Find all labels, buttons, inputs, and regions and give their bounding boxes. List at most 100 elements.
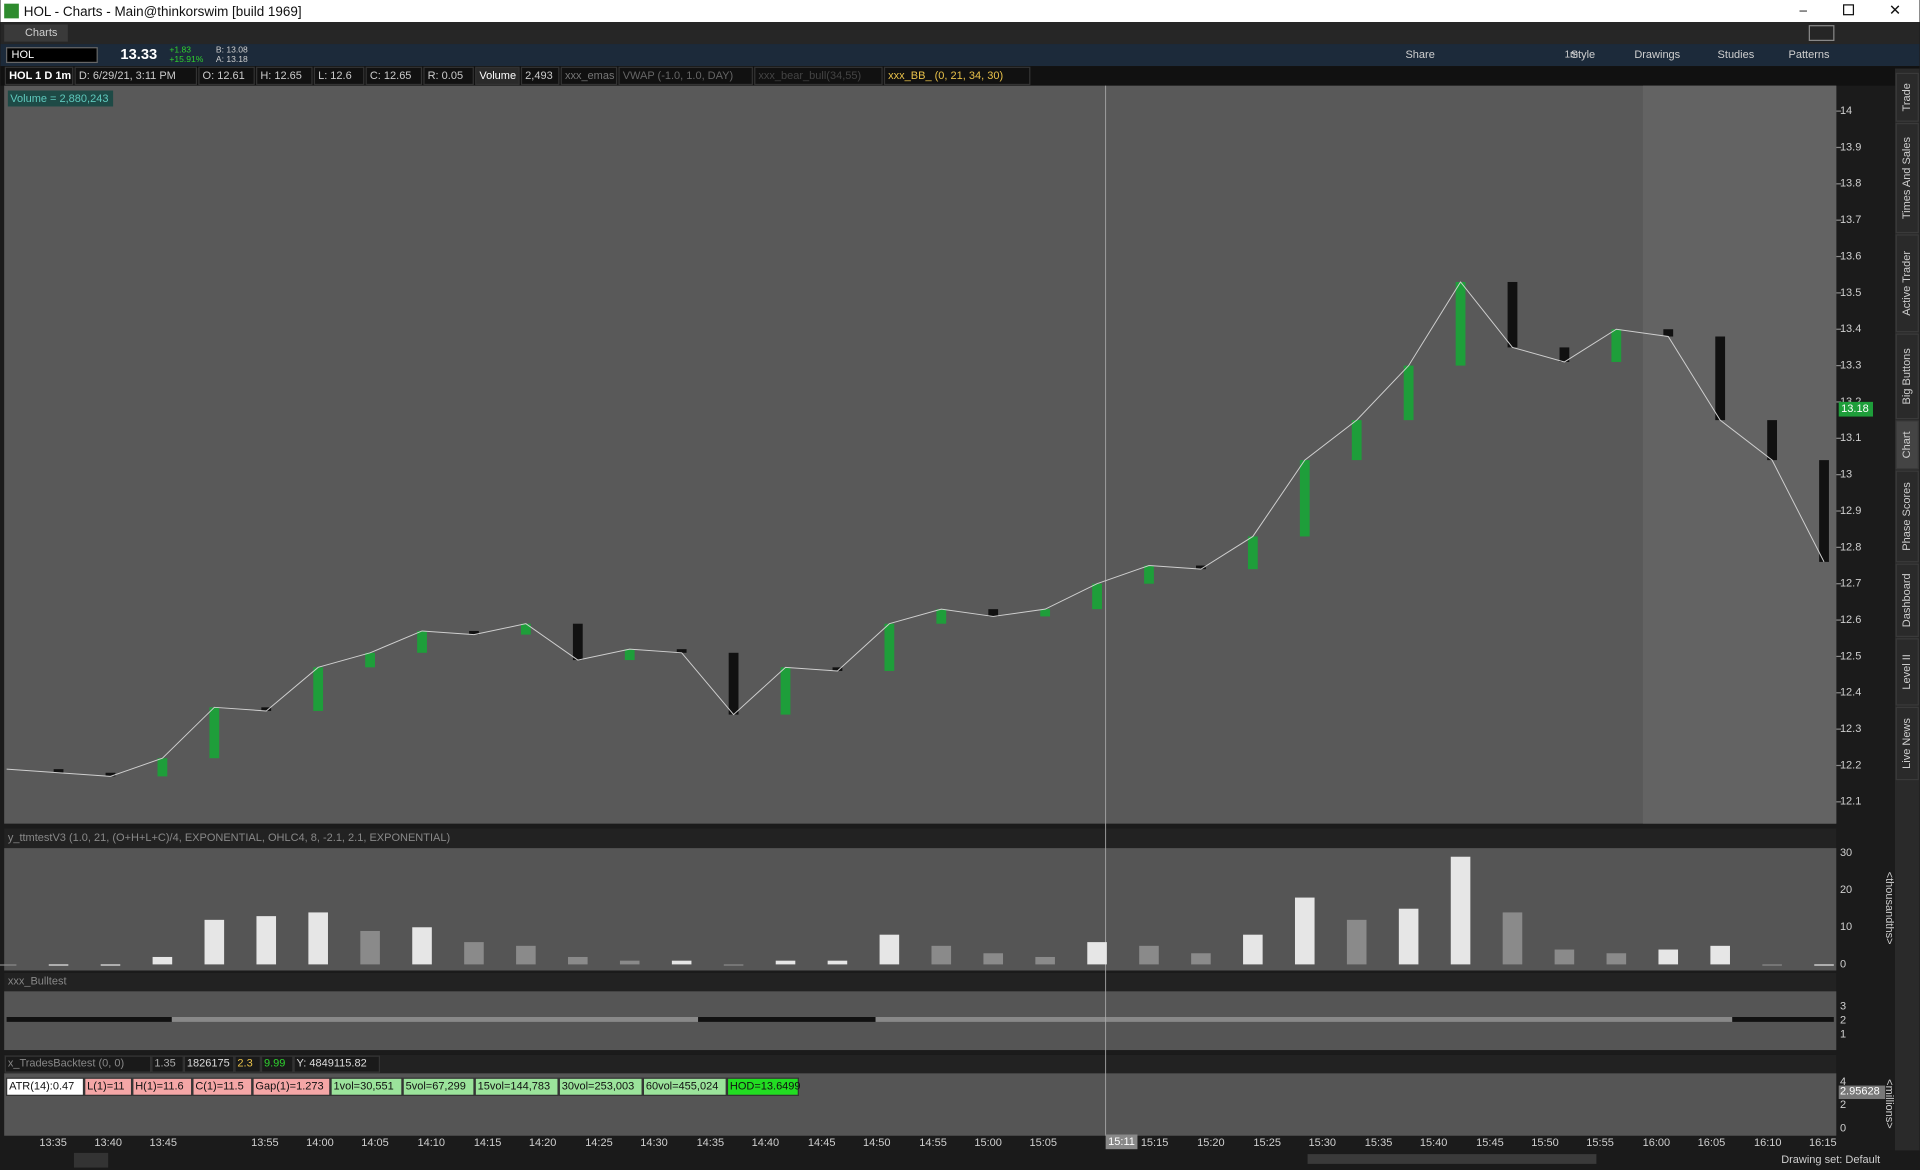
price-pane [4, 85, 1837, 824]
x-tick-label: 14:40 [752, 1137, 780, 1149]
y-tick-label: 0 [1840, 958, 1846, 970]
x-tick-label: 15:50 [1531, 1137, 1559, 1149]
candle [676, 649, 687, 653]
y-tick-label: 12.8 [1840, 541, 1861, 553]
histogram-bar [100, 964, 121, 966]
side-tab-label: Dashboard [1901, 573, 1913, 627]
charts-tab[interactable] [4, 24, 68, 42]
study-field: 2.3 [237, 1057, 252, 1069]
candle [1663, 329, 1674, 337]
header-field: 2,493 [525, 70, 553, 82]
candle [780, 667, 791, 715]
side-tab[interactable] [1895, 638, 1919, 706]
x-tick-label: 15:25 [1253, 1137, 1281, 1149]
x-tick-label: 13:40 [94, 1137, 122, 1149]
x-tick-label: 14:25 [585, 1137, 613, 1149]
y-tick-label: 12.4 [1840, 687, 1861, 699]
side-tab[interactable] [1895, 234, 1919, 333]
candle [1611, 329, 1622, 362]
histogram-bar [1087, 942, 1107, 965]
side-tab[interactable] [1895, 563, 1919, 638]
histogram-bar [1762, 964, 1782, 966]
toolbar-button[interactable]: Studies [1718, 49, 1755, 61]
x-tick-label: 14:15 [474, 1137, 502, 1149]
side-tab[interactable] [1895, 122, 1919, 234]
toolbar-button[interactable]: Drawings [1634, 49, 1680, 61]
candle [1092, 583, 1102, 610]
label-box-text: Gap(1)=1.273 [255, 1081, 323, 1093]
symbol: HOL [12, 49, 35, 61]
study-field-cell [183, 1055, 235, 1073]
header-cell [4, 66, 74, 86]
toolbar-button[interactable]: Style [1571, 49, 1595, 61]
x-tick-label: 15:15 [1141, 1137, 1169, 1149]
side-tab[interactable] [1895, 72, 1919, 122]
y-tick-label: 12.2 [1840, 759, 1861, 771]
chart-layer: Share Style Drawings Studies Patterns HOL 1 D… [0, 49, 1919, 1150]
timeframe[interactable]: 1m [1565, 50, 1579, 61]
label-box [330, 1077, 403, 1096]
status-bar [0, 1150, 1920, 1170]
current-price: 13.18 [1841, 403, 1869, 415]
study-field-cell [260, 1055, 294, 1073]
y-tick-label: 12.3 [1840, 723, 1861, 735]
scroll-button[interactable] [73, 1152, 109, 1168]
scrollbar[interactable] [1307, 1154, 1597, 1164]
y-tick-label: 12.9 [1840, 505, 1861, 517]
histogram-bar [879, 934, 900, 965]
header-cell [475, 66, 520, 86]
layout-button[interactable] [1808, 25, 1835, 41]
study2-header [4, 972, 1837, 992]
header-cell [883, 66, 1031, 86]
histogram-bar [1554, 949, 1575, 965]
histogram-bar [1398, 908, 1419, 965]
candle [1819, 460, 1829, 562]
histogram-bar [931, 945, 952, 965]
histogram-bar [412, 927, 432, 965]
side-tab[interactable] [1895, 333, 1919, 420]
candle [1299, 460, 1310, 537]
symbol-box[interactable] [6, 47, 98, 64]
y-tick-label: 12.1 [1840, 796, 1861, 808]
label-box [252, 1077, 331, 1096]
minimize[interactable]: – [1800, 3, 1808, 18]
close[interactable]: ✕ [1889, 3, 1901, 19]
study-label: y_ttmtestV3 (1.0, 21, (O+H+L+C)/4, EXPON… [8, 832, 450, 844]
side-tab[interactable] [1895, 706, 1919, 781]
x-tick-label: 15:20 [1197, 1137, 1225, 1149]
side-tab-label: Level II [1901, 654, 1913, 689]
y-tick-label: 4 [1840, 1076, 1846, 1088]
y-tick-label: 20 [1840, 884, 1852, 896]
x-tick-label: 15:00 [974, 1137, 1002, 1149]
study-field: 1.35 [154, 1057, 175, 1069]
candle [936, 609, 947, 624]
candle [1767, 420, 1778, 461]
unit-label: <millions> [1883, 1079, 1895, 1129]
study-field: Y: 4849115.82 [297, 1057, 367, 1069]
candle [1247, 536, 1258, 570]
x-tick-label: 14:00 [306, 1137, 334, 1149]
label-box [132, 1077, 193, 1096]
side-tab[interactable] [1895, 470, 1919, 563]
histogram-bar [671, 960, 692, 965]
toolbar-button[interactable]: Share [1405, 49, 1434, 61]
side-tab[interactable] [1895, 420, 1919, 470]
unit-label: <thousandths> [1883, 872, 1895, 945]
header-cell [754, 66, 883, 86]
toolbar-button[interactable]: Patterns [1789, 49, 1830, 61]
y-tick-label: 13.6 [1840, 250, 1861, 262]
maximize[interactable] [1843, 4, 1855, 16]
header-cell [618, 66, 753, 86]
x-tick-label: 13:55 [251, 1137, 279, 1149]
y-tick-label: 13 [1840, 469, 1852, 481]
y-tick-label: 13.3 [1840, 359, 1861, 371]
label-box-text: 1vol=30,551 [334, 1081, 394, 1093]
candle [884, 623, 895, 671]
candle [728, 652, 739, 715]
y-tick-label: 13.7 [1840, 214, 1861, 226]
histogram-bar [1243, 934, 1263, 965]
y-tick-label: 1 [1840, 1029, 1846, 1041]
candle [469, 630, 479, 635]
x-tick-label: 14:50 [863, 1137, 891, 1149]
label-box-text: HOD=13.6499 [730, 1081, 801, 1093]
